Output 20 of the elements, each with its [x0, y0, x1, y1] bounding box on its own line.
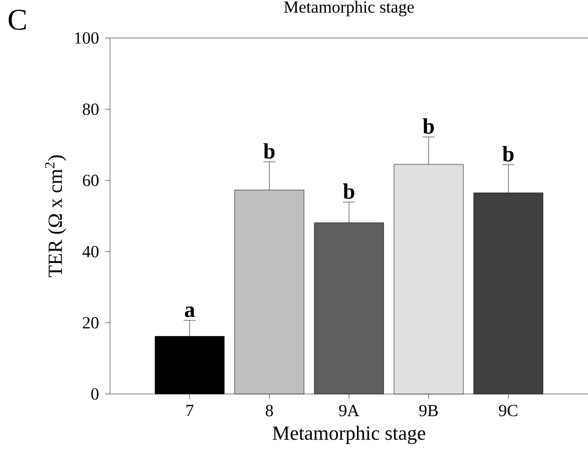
annotation: a [184, 306, 195, 318]
text: C [8, 10, 26, 30]
y-axis-title: TER (Ω x cm$^{2}$) [45, 155, 66, 278]
x-tick-label: 9C [498, 404, 518, 416]
y-tick-label: 0 [91, 388, 98, 400]
y-tick-label: 100 [75, 32, 98, 44]
annotation: b [422, 118, 434, 134]
y-tick-label: 20 [82, 317, 98, 329]
x-axis-title: Metamorphic stage [272, 426, 426, 444]
annotation: b [264, 143, 275, 159]
annotation: b [502, 146, 514, 162]
y-tick-label: 40 [82, 246, 98, 258]
y-tick-label: 80 [82, 103, 98, 115]
annotation: b [343, 183, 354, 199]
x-tick-label: 9B [419, 404, 438, 416]
y-tick-label: 60 [82, 174, 98, 186]
x-tick-label: 9A [339, 404, 360, 416]
text: Metamorphic stage [284, 0, 414, 16]
x-tick-label: 7 [186, 404, 194, 416]
x-tick-label: 8 [266, 404, 273, 416]
